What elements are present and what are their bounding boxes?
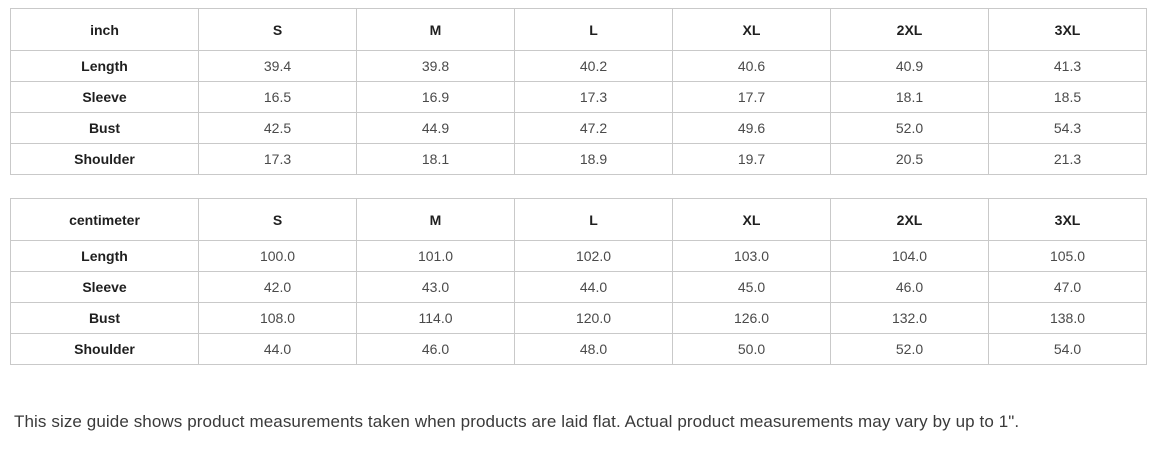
measurement-value-cell: 40.6 (672, 50, 831, 82)
measurement-value-cell: 17.3 (514, 81, 673, 113)
table-row: Shoulder 44.0 46.0 48.0 50.0 52.0 54.0 (10, 333, 1147, 365)
measurement-value-cell: 18.1 (830, 81, 989, 113)
measurement-value-cell: 132.0 (830, 302, 989, 334)
measurement-value-cell: 46.0 (830, 271, 989, 303)
measurement-value-cell: 40.9 (830, 50, 989, 82)
measurement-value-cell: 42.0 (198, 271, 357, 303)
measurement-value-cell: 43.0 (356, 271, 515, 303)
measurement-value-cell: 108.0 (198, 302, 357, 334)
size-column-header-m: M (356, 8, 515, 51)
measurement-value-cell: 45.0 (672, 271, 831, 303)
measurement-value-cell: 16.5 (198, 81, 357, 113)
measurement-value-cell: 44.0 (198, 333, 357, 365)
measurement-value-cell: 18.5 (988, 81, 1147, 113)
measurement-value-cell: 46.0 (356, 333, 515, 365)
measurement-row-label: Bust (10, 112, 199, 144)
measurement-value-cell: 16.9 (356, 81, 515, 113)
measurement-row-label: Sleeve (10, 271, 199, 303)
measurement-value-cell: 17.7 (672, 81, 831, 113)
table-row: Shoulder 17.3 18.1 18.9 19.7 20.5 21.3 (10, 143, 1147, 175)
measurement-value-cell: 54.0 (988, 333, 1147, 365)
table-row: Sleeve 42.0 43.0 44.0 45.0 46.0 47.0 (10, 271, 1147, 303)
measurement-value-cell: 50.0 (672, 333, 831, 365)
table-row: Length 100.0 101.0 102.0 103.0 104.0 105… (10, 240, 1147, 272)
inch-size-table: inch S M L XL 2XL 3XL Length 39.4 39.8 4… (10, 8, 1147, 175)
measurement-value-cell: 39.8 (356, 50, 515, 82)
size-column-header-l: L (514, 8, 673, 51)
centimeter-size-table: centimeter S M L XL 2XL 3XL Length 100.0… (10, 198, 1147, 365)
measurement-value-cell: 138.0 (988, 302, 1147, 334)
header-row: centimeter S M L XL 2XL 3XL (10, 198, 1147, 241)
measurement-value-cell: 54.3 (988, 112, 1147, 144)
measurement-row-label: Length (10, 50, 199, 82)
measurement-value-cell: 44.9 (356, 112, 515, 144)
measurement-value-cell: 126.0 (672, 302, 831, 334)
table-row: Length 39.4 39.8 40.2 40.6 40.9 41.3 (10, 50, 1147, 82)
measurement-value-cell: 47.2 (514, 112, 673, 144)
size-column-header-3xl: 3XL (988, 8, 1147, 51)
header-row: inch S M L XL 2XL 3XL (10, 8, 1147, 51)
measurement-row-label: Length (10, 240, 199, 272)
measurement-value-cell: 21.3 (988, 143, 1147, 175)
measurement-value-cell: 104.0 (830, 240, 989, 272)
size-column-header-xl: XL (672, 8, 831, 51)
measurement-value-cell: 18.1 (356, 143, 515, 175)
measurement-value-cell: 42.5 (198, 112, 357, 144)
size-guide-disclaimer: This size guide shows product measuremen… (14, 412, 1020, 431)
measurement-value-cell: 114.0 (356, 302, 515, 334)
size-column-header-2xl: 2XL (830, 198, 989, 241)
size-column-header-l: L (514, 198, 673, 241)
measurement-row-label: Shoulder (10, 333, 199, 365)
measurement-value-cell: 102.0 (514, 240, 673, 272)
measurement-value-cell: 105.0 (988, 240, 1147, 272)
unit-header: centimeter (10, 198, 199, 241)
measurement-value-cell: 49.6 (672, 112, 831, 144)
size-column-header-s: S (198, 8, 357, 51)
table-row: Bust 108.0 114.0 120.0 126.0 132.0 138.0 (10, 302, 1147, 334)
measurement-value-cell: 101.0 (356, 240, 515, 272)
size-column-header-xl: XL (672, 198, 831, 241)
unit-header: inch (10, 8, 199, 51)
table-row: Bust 42.5 44.9 47.2 49.6 52.0 54.3 (10, 112, 1147, 144)
measurement-value-cell: 20.5 (830, 143, 989, 175)
size-column-header-s: S (198, 198, 357, 241)
measurement-value-cell: 103.0 (672, 240, 831, 272)
measurement-value-cell: 44.0 (514, 271, 673, 303)
measurement-row-label: Shoulder (10, 143, 199, 175)
measurement-value-cell: 48.0 (514, 333, 673, 365)
measurement-value-cell: 39.4 (198, 50, 357, 82)
size-column-header-2xl: 2XL (830, 8, 989, 51)
table-row: Sleeve 16.5 16.9 17.3 17.7 18.1 18.5 (10, 81, 1147, 113)
measurement-value-cell: 52.0 (830, 333, 989, 365)
measurement-value-cell: 120.0 (514, 302, 673, 334)
size-column-header-m: M (356, 198, 515, 241)
measurement-value-cell: 47.0 (988, 271, 1147, 303)
measurement-value-cell: 40.2 (514, 50, 673, 82)
measurement-value-cell: 41.3 (988, 50, 1147, 82)
measurement-value-cell: 100.0 (198, 240, 357, 272)
measurement-value-cell: 17.3 (198, 143, 357, 175)
measurement-value-cell: 18.9 (514, 143, 673, 175)
measurement-value-cell: 52.0 (830, 112, 989, 144)
measurement-value-cell: 19.7 (672, 143, 831, 175)
size-column-header-3xl: 3XL (988, 198, 1147, 241)
measurement-row-label: Sleeve (10, 81, 199, 113)
measurement-row-label: Bust (10, 302, 199, 334)
